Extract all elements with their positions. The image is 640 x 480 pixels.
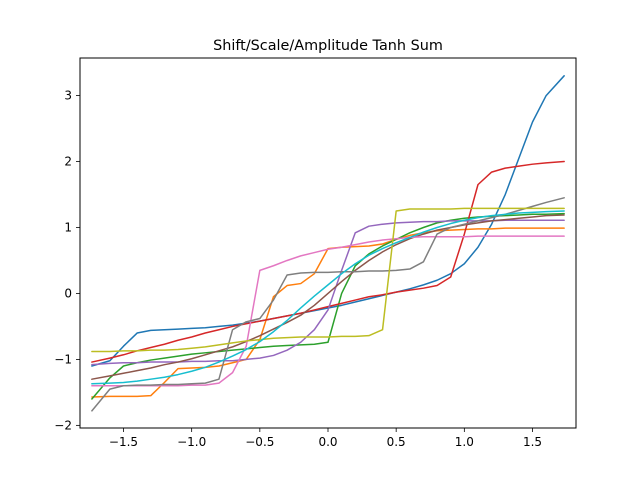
series-line-7	[91, 235, 565, 387]
chart-title: Shift/Scale/Amplitude Tanh Sum	[213, 38, 443, 54]
y-tick-label: 1	[64, 221, 72, 235]
x-tick-label: 1.0	[455, 435, 474, 449]
y-tick-label: −1	[54, 352, 72, 366]
x-tick-label: −0.5	[245, 435, 274, 449]
y-tick-label: −2	[54, 418, 72, 432]
x-tick-label: −1.5	[109, 435, 138, 449]
y-tick-label: 2	[64, 155, 72, 169]
axes-layer: −1.5 −1.0 −0.5 0.0 0.5 1.0 1.5 −2 −1 0 1 2 3	[54, 89, 542, 449]
series-line-8	[91, 197, 565, 412]
plot-frame	[79, 57, 577, 429]
series-line-6	[91, 214, 565, 380]
x-tick-label: 0.0	[318, 435, 337, 449]
x-tick-label: 0.5	[387, 435, 406, 449]
series-line-4	[91, 160, 565, 363]
y-tick-label: 3	[64, 89, 72, 103]
series-layer	[91, 75, 565, 412]
x-tick-label: 1.5	[523, 435, 542, 449]
series-line-10	[91, 210, 565, 385]
y-tick-label: 0	[64, 286, 72, 300]
x-tick-label: −1.0	[177, 435, 206, 449]
series-line-9	[91, 207, 565, 353]
series-line-5	[91, 219, 565, 366]
